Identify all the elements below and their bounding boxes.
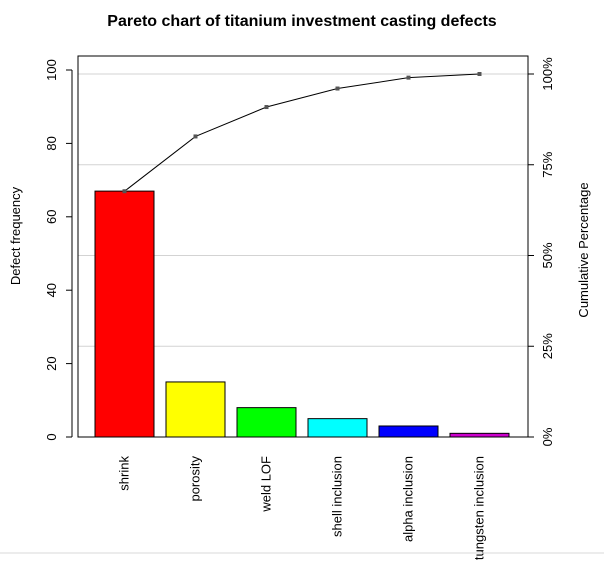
left-tick-label: 60 [44, 210, 59, 224]
bar-porosity [165, 381, 226, 438]
cumulative-point [193, 134, 198, 139]
cumulative-point [264, 105, 269, 110]
x-tick-label: weld LOF [259, 456, 274, 513]
right-tick-label: 100% [540, 57, 555, 91]
right-axis-label: Cumulative Percentage [576, 182, 591, 317]
right-tick-label: 25% [540, 333, 555, 359]
right-tick-label: 75% [540, 151, 555, 177]
x-tick-label: shrink [117, 456, 132, 491]
left-tick-label: 0 [44, 433, 59, 440]
bar-alpha-inclusion [378, 425, 439, 438]
x-tick-label: alpha inclusion [401, 456, 416, 542]
x-tick-label: shell inclusion [330, 456, 345, 537]
x-axis-labels: shrink porosity weld LOF shell inclusion alp… [117, 456, 487, 561]
left-y-axis: 0 20 40 60 80 100 [44, 59, 73, 441]
cumulative-point [335, 86, 340, 91]
bar-weld-LOF [236, 407, 297, 438]
left-tick-label: 80 [44, 136, 59, 150]
y-axis-label: Defect frequency [8, 186, 23, 285]
cumulative-point [406, 75, 411, 80]
bar-shrink [94, 190, 155, 438]
right-y-axis: 0% 25% 50% 75% 100% [527, 57, 555, 446]
chart-title: Pareto chart of titanium investment cast… [107, 13, 497, 30]
bar-tungsten-inclusion [449, 432, 510, 438]
cumulative-polyline [124, 73, 480, 192]
left-tick-label: 40 [44, 283, 59, 297]
right-tick-label: 0% [540, 427, 555, 446]
bar-shell-inclusion [307, 418, 368, 438]
x-tick-label: tungsten inclusion [472, 456, 487, 560]
cumulative-line [122, 72, 482, 194]
cumulative-point [477, 72, 482, 76]
x-tick-label: porosity [188, 456, 203, 502]
left-tick-label: 20 [44, 356, 59, 370]
left-tick-label: 100 [44, 59, 59, 81]
right-tick-label: 50% [540, 242, 555, 268]
cumulative-point [122, 189, 127, 194]
